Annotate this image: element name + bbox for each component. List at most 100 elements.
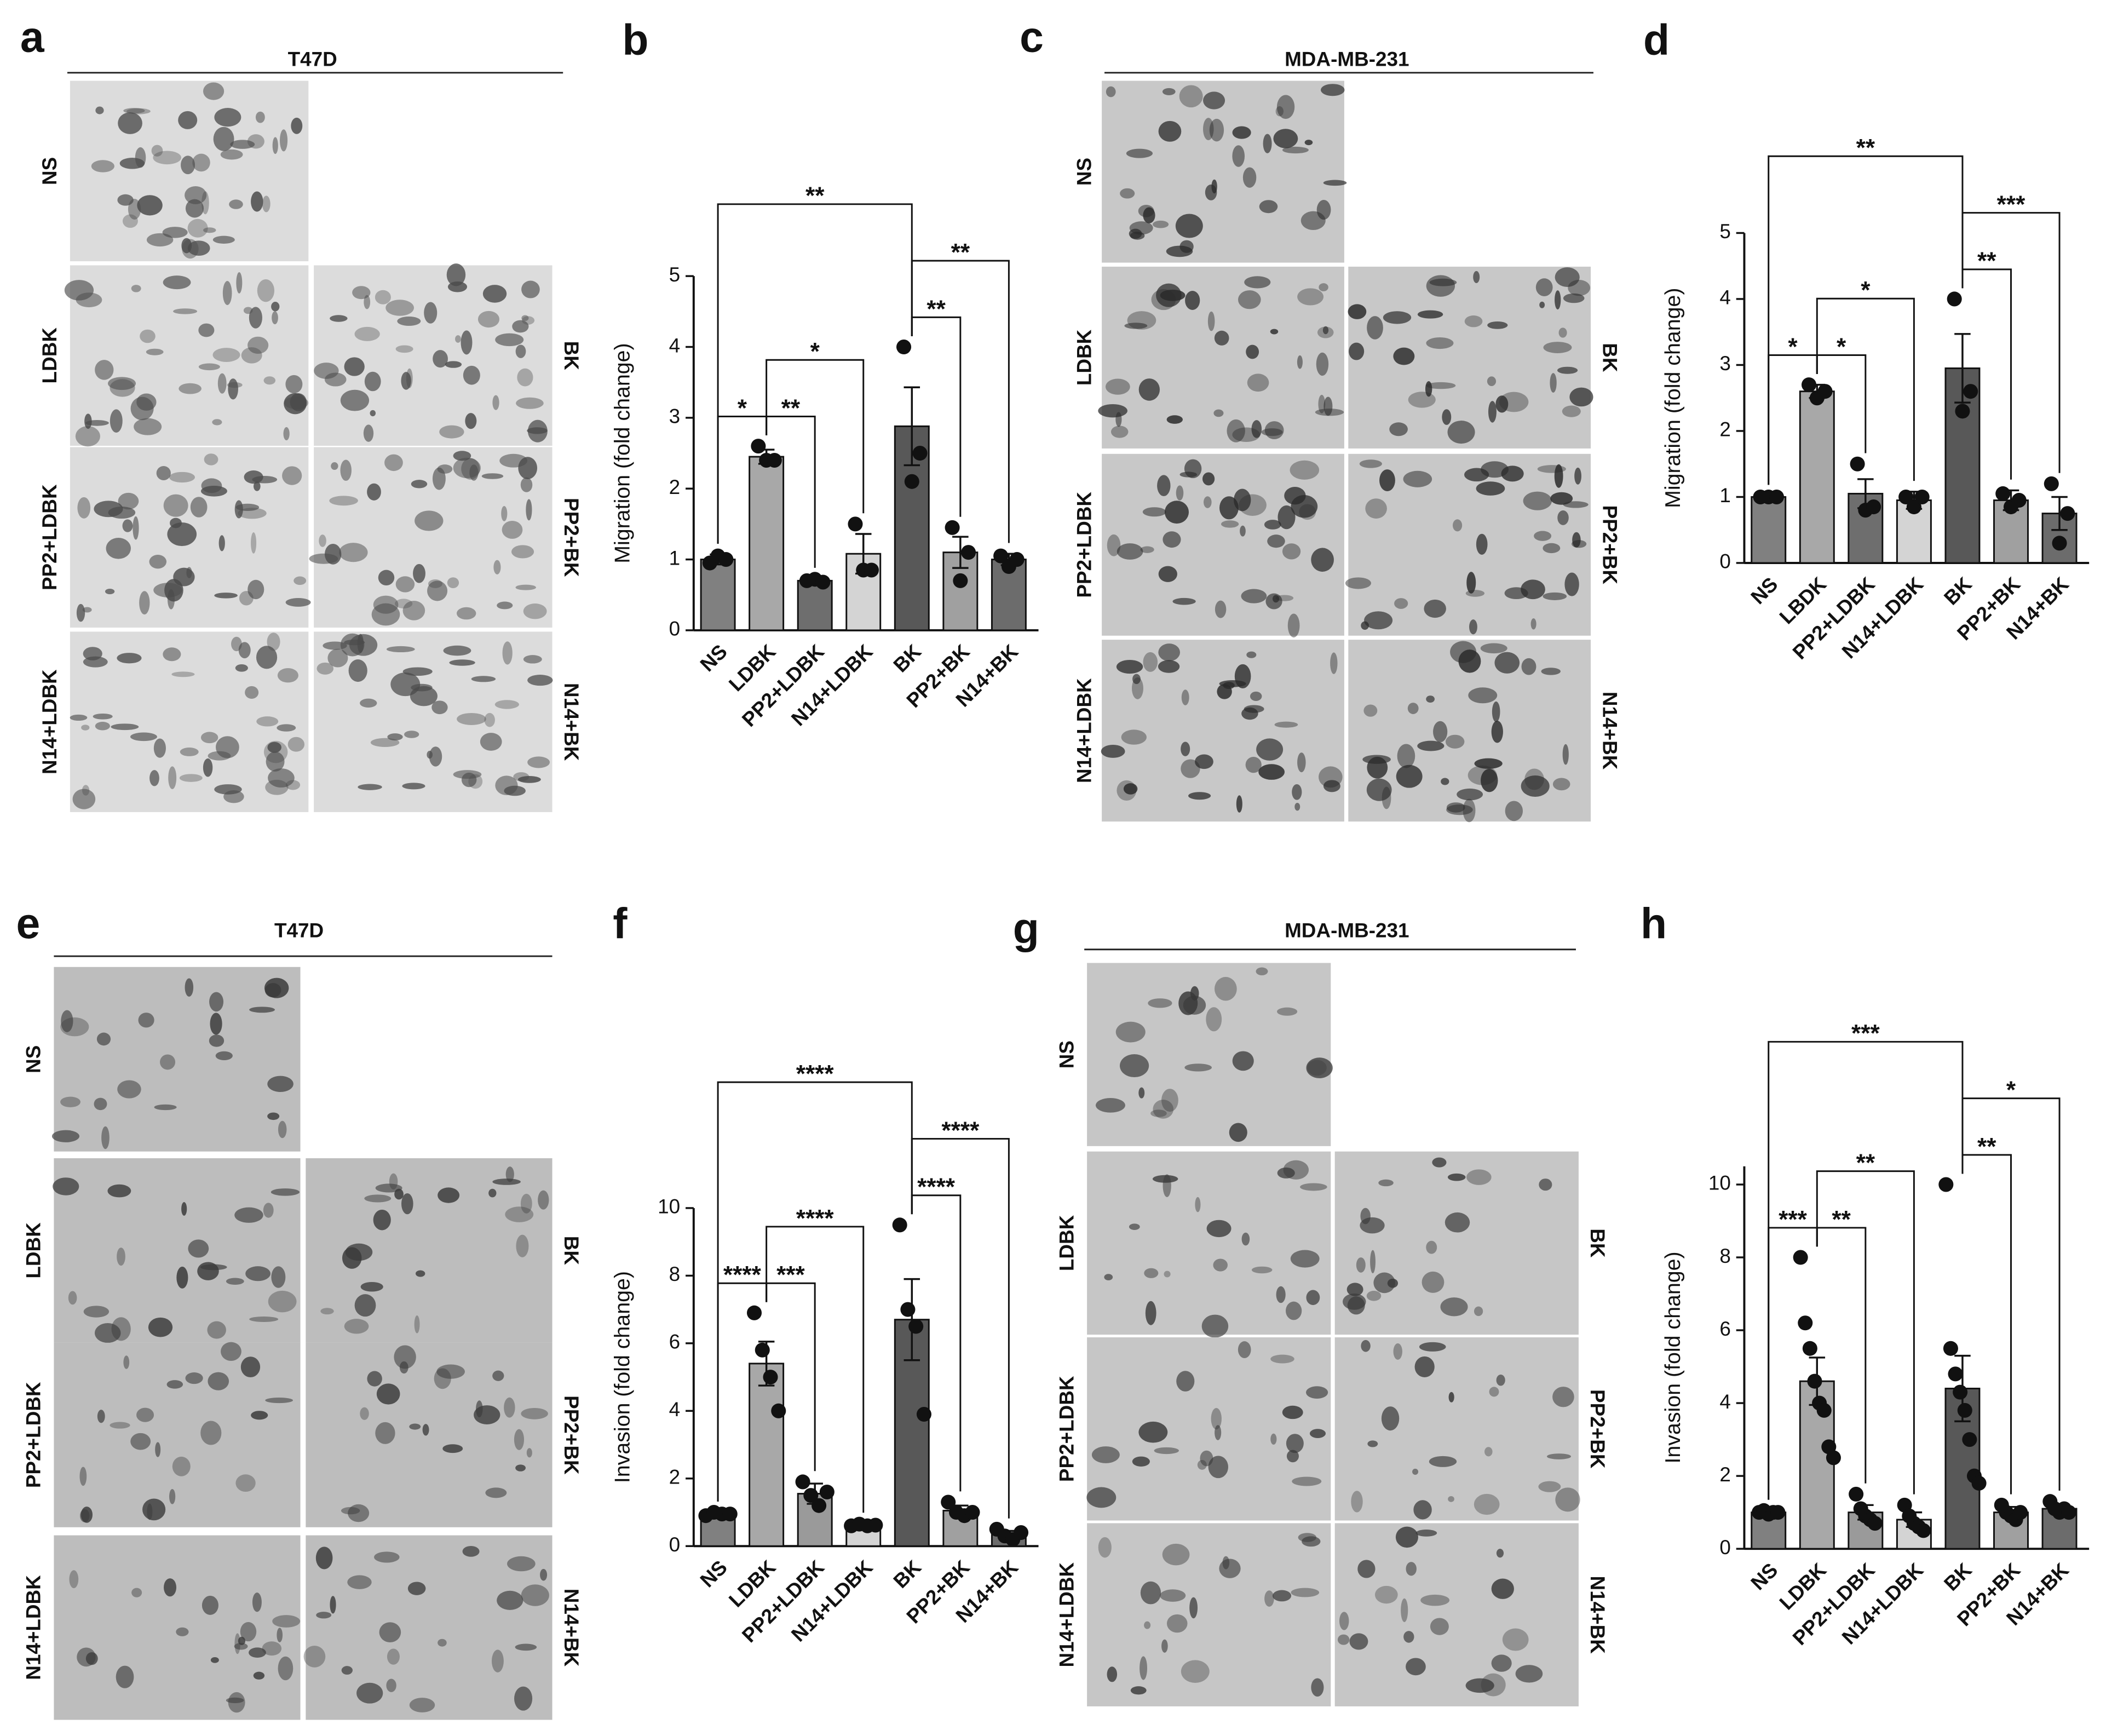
cell [481,473,504,479]
cell [449,659,475,666]
significance-label: *** [1997,191,2025,218]
cell [169,1488,176,1504]
cell [1474,1493,1500,1515]
significance-label: ** [926,296,946,323]
cell [1440,1297,1468,1317]
cell [1299,504,1316,520]
cell [130,1433,151,1450]
cell [1406,1562,1417,1576]
cell [455,335,461,343]
cell [230,140,255,149]
cell [1535,278,1553,296]
cell [169,472,195,483]
cell [1166,1614,1188,1633]
cell [214,784,242,795]
image-label: PP2+LDBK [22,1382,45,1488]
cell [1117,543,1143,560]
cell [523,655,542,664]
image-label: LDBK [1055,1215,1078,1271]
cell [367,1371,382,1387]
cell [1442,409,1452,425]
cell [1414,1356,1435,1377]
cell [1347,1296,1365,1315]
cell [1492,701,1500,722]
cell [164,1578,177,1597]
cell [1247,373,1269,392]
image-label: BK [1598,343,1621,372]
cell [277,724,296,732]
cell [1286,1434,1304,1453]
cell [1319,283,1328,291]
cell [1117,780,1137,801]
cell [116,1665,134,1688]
cell [285,375,303,394]
cell [76,603,85,622]
cell [309,553,338,564]
cell [438,1639,447,1647]
cell [385,300,414,316]
cell [1164,501,1189,524]
cell [330,1596,336,1614]
significance-bracket [1816,1170,1915,1494]
cell [316,1612,332,1619]
cell [1158,120,1182,142]
cell [1138,378,1160,401]
y-tick-label: 8 [669,1263,681,1285]
significance-bracket [1961,212,2061,473]
cell [1407,703,1419,714]
significance-bracket [1816,354,1867,453]
cell [354,326,380,341]
data-point [2011,492,2027,508]
cell [187,219,208,238]
cell [137,195,163,216]
cell [1211,179,1217,194]
cell [495,775,518,795]
cell [1415,1530,1437,1537]
cell [1215,976,1237,1001]
cell [1246,344,1259,359]
data-point [1948,1366,1963,1382]
cell [348,659,367,682]
cell [153,151,181,165]
cell [203,82,225,100]
cell [111,1317,131,1341]
cell [179,774,203,782]
cell [1297,288,1324,306]
cell [119,158,145,169]
cell [234,1207,263,1223]
cell [491,1649,504,1672]
cell [268,768,295,788]
cell [1229,1123,1247,1142]
cell [186,567,192,578]
cell [77,497,91,519]
cell [1466,572,1476,594]
cell [1197,1459,1207,1470]
significance-label: ** [1856,1149,1875,1176]
significance-label: **** [796,1061,835,1088]
cell [433,350,448,368]
cell [1175,214,1203,238]
cell [1419,1342,1446,1352]
cell [208,1372,229,1390]
cell [1569,387,1593,407]
cell [384,454,403,472]
cell [188,1239,209,1258]
data-point [722,1507,738,1522]
cell [1543,592,1567,600]
cell [1204,496,1212,508]
image-label: PP2+LDBK [1073,492,1095,598]
cell [235,664,248,672]
cell [1292,784,1302,800]
cell [370,410,376,417]
cell [235,1474,256,1492]
cell [218,535,225,551]
cell [140,329,156,343]
cell [176,1627,189,1636]
cell [1318,766,1343,788]
cell [228,378,238,400]
y-axis-label: Migration (fold change) [610,343,634,563]
y-tick-label: 3 [669,405,681,428]
image-label: BK [560,1236,583,1266]
micrograph [1102,81,1347,263]
cell [1330,652,1338,674]
